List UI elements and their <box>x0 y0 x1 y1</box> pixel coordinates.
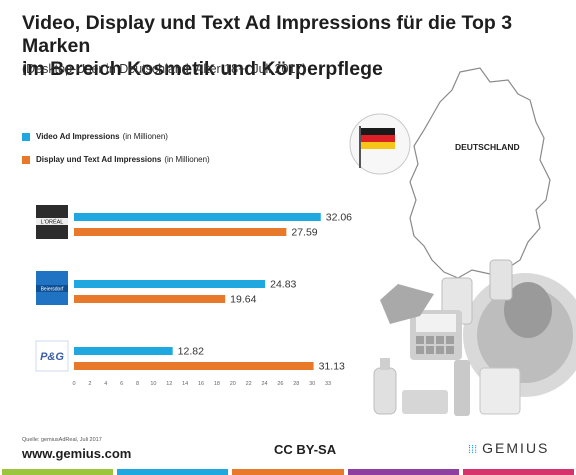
footer-license: CC BY-SA <box>274 442 337 457</box>
chart-title-line-2: im Bereich Kosmetik und Körperpflege <box>22 58 383 80</box>
legend-unit-display: (in Millionen) <box>164 155 210 164</box>
x-axis-ticks: 0 2 4 6 8 10 12 14 16 18 20 22 24 26 28 30 33 <box>72 381 331 387</box>
x-tick-label: 33 <box>325 381 331 387</box>
chart-title: Video, Display und Text Ad Impressions f… <box>22 12 562 81</box>
value-labels-layer: 32.06 27.59 24.83 19.64 12.82 31.13 <box>178 212 353 373</box>
legend-label-display: Display und Text Ad Impressions <box>36 155 162 164</box>
footer-url-link[interactable]: www.gemius.com <box>22 446 132 461</box>
brand-logo-pg: P&G <box>35 340 69 372</box>
legend-label-video: Video Ad Impressions <box>36 132 120 141</box>
chart-subtitle: (Desktop-User in Deutschland, Alter 18+,… <box>22 62 307 76</box>
bars-layer <box>74 213 321 370</box>
x-tick-label: 26 <box>277 381 283 387</box>
x-tick-label: 12 <box>166 381 172 387</box>
x-tick-label: 8 <box>136 381 139 387</box>
value-label-video-beiersdorf: 24.83 <box>270 279 296 291</box>
x-tick-label: 30 <box>309 381 315 387</box>
footer-source: Quelle: gemiusAdReal, Juli 2017 <box>22 437 102 443</box>
footer-stripe <box>117 469 229 475</box>
brand-logo-beiersdorf: Beiersdorf <box>36 271 68 305</box>
x-tick-label: 28 <box>293 381 299 387</box>
value-label-video-loreal: 32.06 <box>326 212 352 224</box>
x-tick-label: 16 <box>198 381 204 387</box>
footer-stripe <box>2 469 114 475</box>
value-label-display-pg: 31.13 <box>319 361 345 373</box>
legend-swatch-video <box>22 132 30 141</box>
legend-swatch-display <box>22 155 30 164</box>
brand-label-loreal: L'ORÉAL <box>41 219 64 226</box>
brand-label-pg: P&G <box>40 351 64 363</box>
footer-stripe <box>462 469 574 475</box>
x-tick-label: 18 <box>214 381 220 387</box>
x-tick-label: 4 <box>104 381 107 387</box>
x-tick-label: 0 <box>72 381 75 387</box>
x-tick-label: 10 <box>150 381 156 387</box>
x-tick-label: 22 <box>246 381 252 387</box>
bar-video-beiersdorf <box>74 280 266 288</box>
x-tick-label: 20 <box>230 381 236 387</box>
map-country-label: DEUTSCHLAND <box>455 142 520 152</box>
x-tick-label: 6 <box>120 381 123 387</box>
cosmetics-illustration <box>373 259 576 416</box>
gemius-dots-icon: ⁞⁞⁞ <box>468 444 478 456</box>
value-label-display-beiersdorf: 19.64 <box>230 294 256 306</box>
brand-label-beiersdorf: Beiersdorf <box>41 287 64 293</box>
gemius-logo: ⁞⁞⁞ GEMIUS <box>468 440 549 456</box>
bar-video-pg <box>74 347 173 355</box>
x-tick-label: 24 <box>261 381 267 387</box>
germany-flag-icon <box>349 113 411 175</box>
x-tick-label: 2 <box>88 381 91 387</box>
brand-logo-loreal: L'ORÉAL <box>36 205 68 239</box>
bar-display-pg <box>74 362 314 370</box>
chart-title-line-1: Video, Display und Text Ad Impressions f… <box>22 12 513 57</box>
legend-item-display: Display und Text Ad Impressions (in Mill… <box>22 155 210 164</box>
bar-display-loreal <box>74 228 287 236</box>
bar-video-loreal <box>74 213 321 221</box>
germany-map-illustration <box>349 67 551 279</box>
bar-display-beiersdorf <box>74 295 226 303</box>
x-tick-label: 14 <box>182 381 188 387</box>
value-label-video-pg: 12.82 <box>178 346 204 358</box>
legend-item-video: Video Ad Impressions (in Millionen) <box>22 132 168 141</box>
bar-chart: L'ORÉAL Beiersdorf P&G 32.06 27.59 24.83 19… <box>35 205 353 387</box>
legend-unit-video: (in Millionen) <box>122 132 168 141</box>
value-label-display-loreal: 27.59 <box>291 227 317 239</box>
footer-stripe <box>232 469 344 475</box>
gemius-wordmark: GEMIUS <box>482 440 550 456</box>
footer-stripe <box>347 469 459 475</box>
